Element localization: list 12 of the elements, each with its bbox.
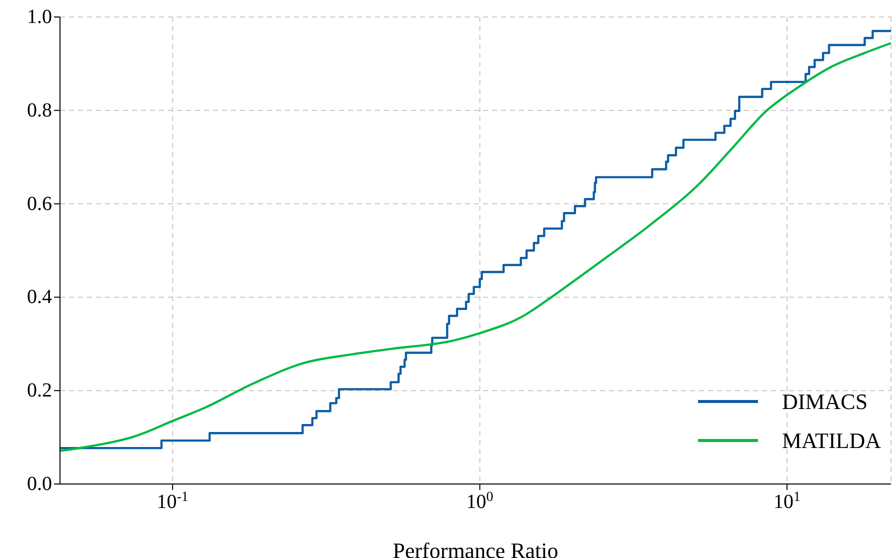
x-tick-label: 10$^{0}$ xyxy=(466,490,494,513)
legend-label: MATILDA xyxy=(782,427,881,455)
y-tick-label: 0.8 xyxy=(27,99,52,122)
y-tick-label: 0.2 xyxy=(27,380,52,402)
y-tick-label: 0.4 xyxy=(27,286,52,308)
y-tick-label: 0.0 xyxy=(27,473,52,495)
x-tick-label: 10$^{1}$ xyxy=(774,490,801,513)
x-tick-label: 10$^{-1}$ xyxy=(156,490,188,513)
y-tick-label: 0.6 xyxy=(27,192,52,215)
x-axis-title: Performance Ratio xyxy=(392,538,558,558)
y-tick-label: 1.0 xyxy=(27,6,52,28)
legend-label: DIMACS xyxy=(782,388,868,416)
